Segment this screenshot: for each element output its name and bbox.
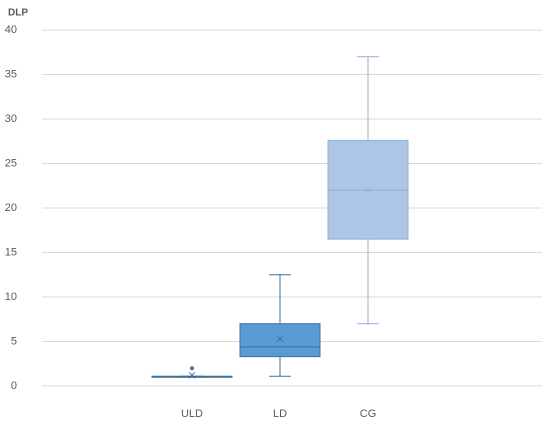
x-tick-label: ULD: [181, 408, 203, 420]
y-tick-label: 5: [11, 335, 17, 347]
y-tick-label: 35: [5, 68, 17, 80]
outlier: [190, 366, 194, 371]
y-tick-label: 0: [11, 380, 17, 392]
mean-marker: [276, 335, 284, 343]
y-tick-label: 40: [5, 24, 17, 36]
y-tick-label: 10: [5, 291, 17, 303]
y-tick-label: 20: [5, 202, 17, 214]
mean-marker: [364, 186, 372, 194]
y-tick-label: 25: [5, 157, 17, 169]
x-tick-label: CG: [360, 408, 377, 420]
mean-marker: [188, 371, 196, 379]
x-tick-label: LD: [273, 408, 287, 420]
y-tick-label: 15: [5, 246, 17, 258]
y-tick-label: 30: [5, 113, 17, 125]
y-axis-label: DLP: [8, 8, 28, 19]
box: [239, 323, 321, 358]
